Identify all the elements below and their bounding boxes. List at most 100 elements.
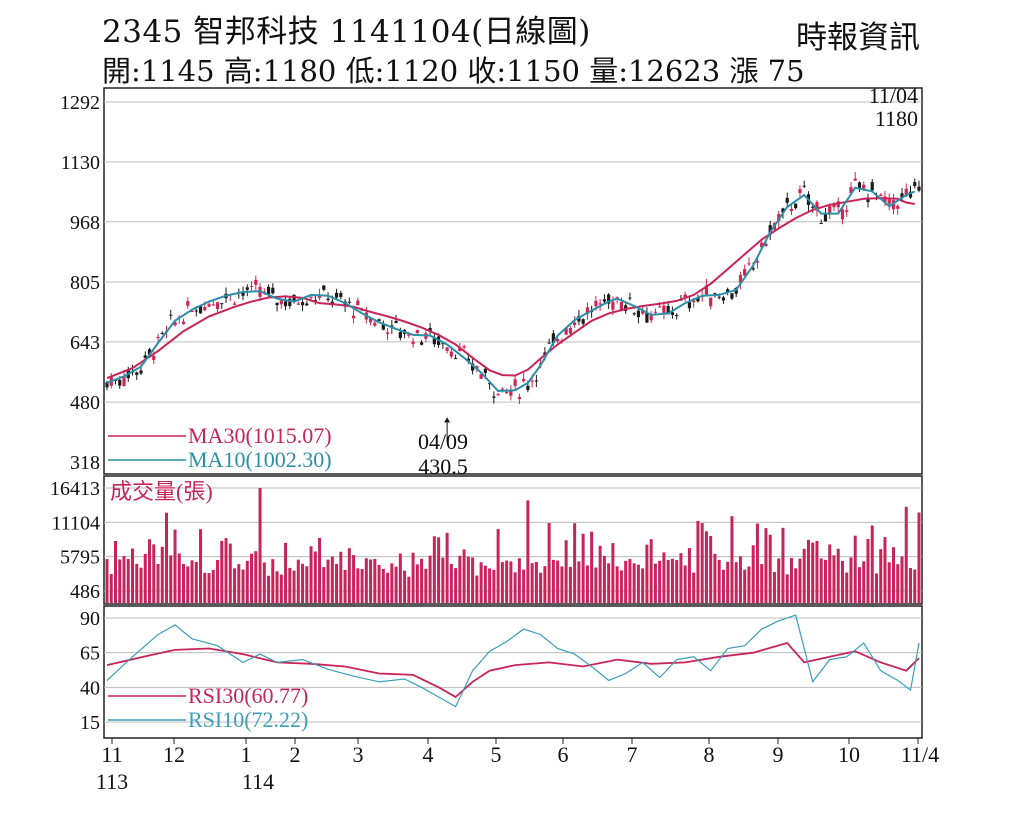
x-year-label: 114 [242, 769, 274, 794]
volume-bar [228, 543, 232, 603]
volume-bar [216, 560, 220, 603]
volume-bar [900, 556, 904, 603]
volume-bar [233, 568, 237, 603]
volume-bar [615, 566, 619, 603]
volume-bar [254, 551, 258, 603]
volume-bar [789, 558, 793, 603]
volume-bar [169, 555, 173, 603]
volume-bar [551, 559, 555, 603]
candle-body [857, 182, 862, 189]
volume-bar [798, 558, 802, 603]
volume-bar [471, 557, 475, 603]
candle-body [768, 225, 772, 235]
candle-body [156, 336, 160, 339]
volume-bar [649, 539, 653, 603]
volume-bar [602, 555, 606, 603]
candle-body [904, 188, 908, 197]
candle-body [207, 304, 211, 307]
candle-body [636, 310, 641, 318]
candle-body [913, 182, 917, 187]
volume-bar [598, 545, 602, 603]
volume-bar [360, 569, 364, 603]
candle-body [394, 321, 398, 324]
volume-bar [913, 569, 917, 603]
volume-bar [194, 561, 198, 603]
candle-body [513, 379, 517, 386]
volume-bar [832, 555, 836, 603]
annotation-last-value: 1180 [875, 106, 918, 131]
volume-bar [874, 573, 878, 603]
volume-bar [568, 566, 572, 603]
volume-bar [505, 560, 509, 603]
volume-bar [496, 529, 500, 603]
volume-bar [819, 558, 823, 603]
candle-body [849, 187, 853, 193]
candle-body [398, 331, 402, 339]
candle-body [330, 301, 334, 304]
volume-bar [632, 563, 636, 603]
candle-body [488, 383, 492, 385]
candle-body [738, 274, 743, 283]
volume-bar [751, 545, 755, 603]
candle-body [334, 292, 339, 298]
volume-bar [386, 572, 390, 603]
candle-body [866, 197, 870, 203]
candle-body [764, 243, 768, 246]
volume-bar [177, 553, 181, 603]
volume-bar [475, 575, 479, 603]
ohlc-stats: 開:1145 高:1180 低:1120 收:1150 量:12623 漲 75 [102, 48, 805, 90]
volume-bar [262, 562, 266, 603]
volume-bar [139, 567, 143, 603]
candle-body [891, 200, 896, 210]
candle-body [662, 305, 666, 313]
price-tick-label: 318 [70, 452, 100, 474]
volume-bar [199, 529, 203, 603]
low-marker-arrow [444, 417, 451, 423]
candle-body [160, 332, 164, 334]
candle-body [415, 330, 419, 334]
candle-body [781, 208, 785, 213]
volume-bar [237, 564, 241, 603]
volume-bar [785, 574, 789, 603]
volume-bar [534, 561, 538, 603]
volume-bar [250, 553, 254, 603]
candle-body [547, 342, 551, 344]
candle-body [760, 242, 764, 248]
volume-bar [152, 544, 156, 603]
candle-body [853, 178, 857, 181]
volume-bar [220, 540, 224, 603]
x-month-label: 10 [838, 742, 860, 767]
candle-body [730, 293, 734, 299]
candle-body [709, 297, 713, 307]
candle-body [305, 303, 309, 306]
volume-bar [581, 533, 585, 603]
volume-bar [131, 548, 135, 603]
candle-body [275, 302, 279, 306]
volume-bar [424, 568, 428, 603]
candle-body [496, 394, 500, 396]
candle-body [777, 214, 781, 221]
price-tick-label: 480 [70, 392, 100, 414]
candle-body [581, 319, 585, 324]
rsi-panel [103, 605, 923, 739]
candle-body [326, 298, 330, 301]
volume-bar [658, 560, 662, 603]
candle-body [462, 346, 466, 348]
volume-bar [641, 568, 645, 603]
candle-body [313, 300, 317, 302]
volume-bar [483, 565, 487, 603]
candle-body [432, 338, 436, 345]
volume-bars [105, 488, 921, 603]
candle-body [271, 287, 275, 294]
volume-bar [522, 569, 526, 603]
candle-body [743, 269, 747, 276]
stat-change: 漲 75 [729, 54, 805, 88]
volume-bar [517, 558, 521, 603]
candle-body [908, 191, 913, 198]
volume-bar [258, 488, 262, 603]
candle-body [594, 300, 598, 307]
volume-bar [279, 574, 283, 603]
volume-bar [377, 564, 381, 603]
volume-bar [186, 566, 190, 603]
